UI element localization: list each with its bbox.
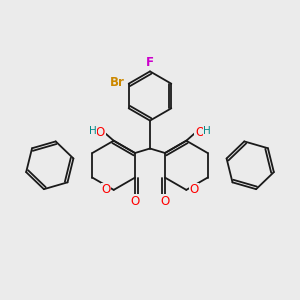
Text: O: O <box>195 126 204 139</box>
Text: H: H <box>203 126 211 136</box>
Text: O: O <box>189 183 198 196</box>
Text: F: F <box>146 56 154 70</box>
Text: O: O <box>160 195 169 208</box>
Text: O: O <box>96 126 105 139</box>
Text: H: H <box>89 126 97 136</box>
Text: O: O <box>102 183 111 196</box>
Text: Br: Br <box>110 76 125 89</box>
Text: O: O <box>130 195 140 208</box>
